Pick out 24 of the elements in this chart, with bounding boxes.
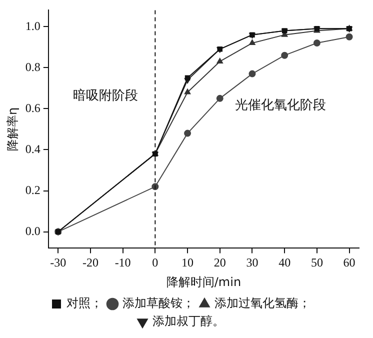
y-tick-label: 0.8 (25, 60, 40, 74)
x-tick-label: -20 (82, 256, 98, 270)
x-tick-label: 30 (246, 256, 258, 270)
legend-label: 添加过氧化氢酶； (214, 296, 310, 310)
annotation: 光催化氧化阶段 (234, 98, 326, 113)
y-axis-title: 降解率η (5, 107, 20, 152)
legend-label: 对照； (66, 296, 102, 310)
y-tick-label: 0.2 (25, 182, 40, 197)
x-tick-label: 0 (152, 256, 158, 270)
annotation: 暗吸附阶段 (73, 88, 138, 104)
x-tick-label: 40 (278, 256, 291, 270)
x-tick-label: 60 (343, 256, 356, 270)
y-tick-label: 0.0 (25, 224, 40, 238)
x-tick-label: -10 (114, 256, 131, 270)
y-tick-label: 0.6 (25, 100, 40, 115)
x-tick-label: 20 (214, 256, 226, 270)
x-tick-label: -30 (50, 256, 66, 270)
legend-label: 添加草酸铵； (122, 296, 194, 310)
x-axis-title: 降解时间/min (166, 274, 242, 289)
x-tick-label: 50 (310, 256, 323, 270)
y-tick-label: 0.4 (25, 142, 40, 156)
x-tick-label: 10 (182, 256, 194, 270)
y-tick-label: 1.0 (25, 18, 40, 33)
legend-label: 添加叔丁醇。 (152, 314, 224, 328)
